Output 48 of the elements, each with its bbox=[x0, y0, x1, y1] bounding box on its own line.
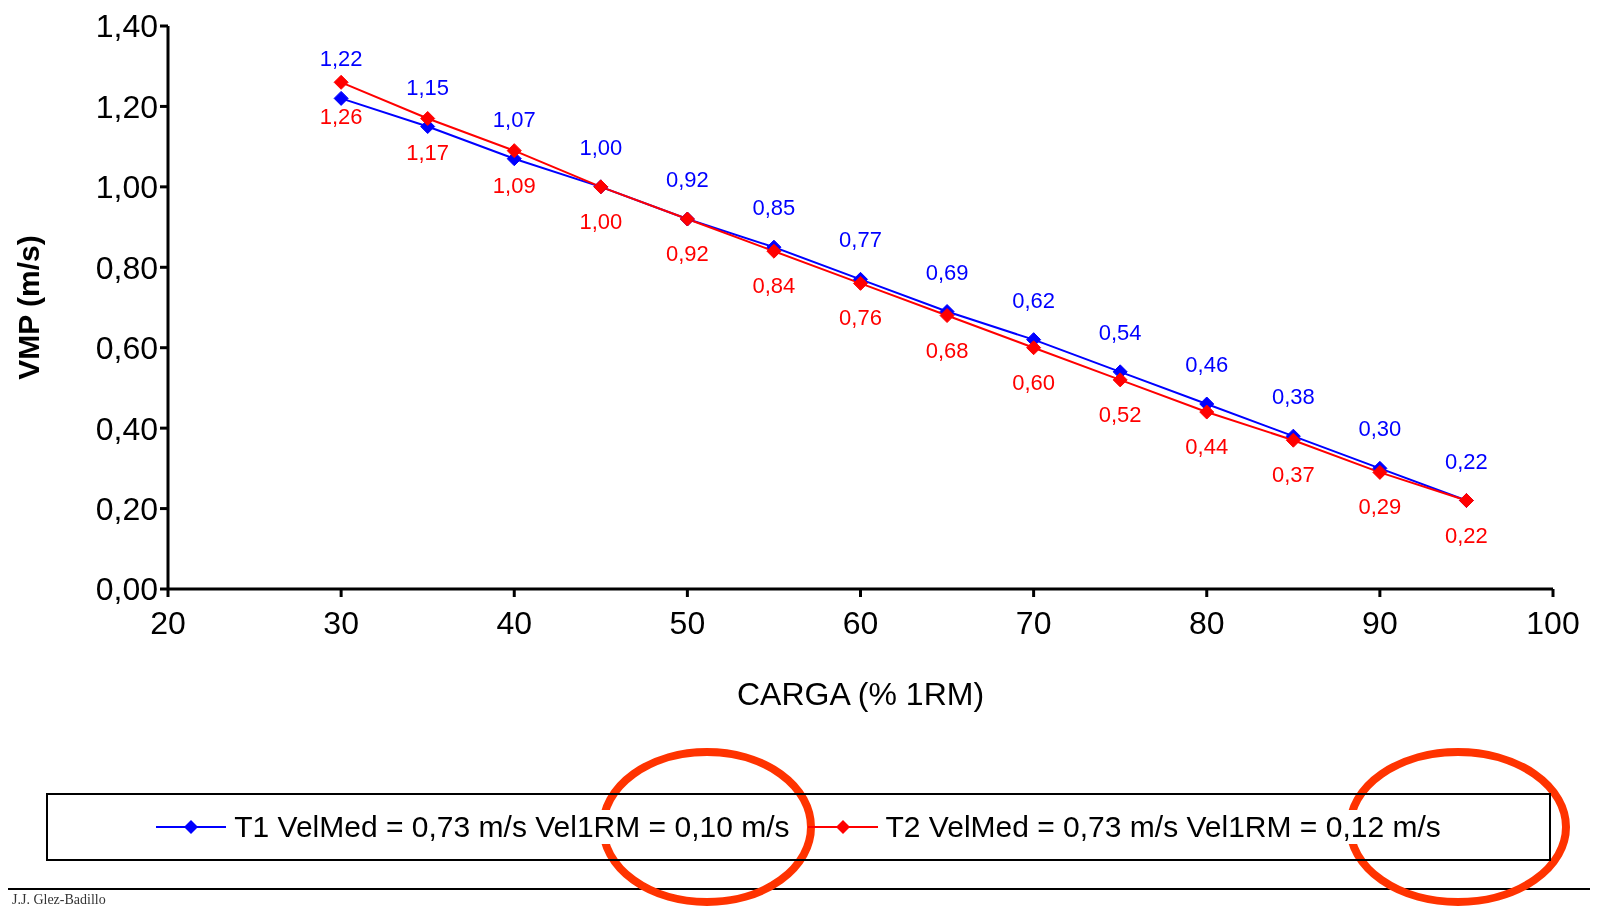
data-label: 1,22 bbox=[319, 46, 363, 72]
data-label: 0,44 bbox=[1185, 434, 1229, 460]
data-label: 1,09 bbox=[492, 172, 536, 198]
data-label: 0,92 bbox=[665, 241, 709, 267]
data-label: 0,68 bbox=[925, 337, 969, 363]
data-label: 0,62 bbox=[1012, 287, 1056, 313]
x-tick-label: 50 bbox=[669, 604, 706, 641]
y-tick-label: 0,80 bbox=[95, 249, 158, 286]
data-label: 0,22 bbox=[1445, 448, 1488, 474]
x-tick-label: 70 bbox=[1015, 604, 1052, 641]
legend-label: T2 VelMed = 0,73 m/s Vel1RM = 0,12 m/s bbox=[885, 810, 1441, 844]
data-label: 0,69 bbox=[925, 259, 969, 285]
y-tick-label: 0,20 bbox=[95, 490, 158, 527]
x-axis-title: CARGA (% 1RM) bbox=[735, 676, 986, 713]
x-tick-label: 30 bbox=[323, 604, 359, 641]
data-label: 1,15 bbox=[406, 74, 450, 100]
legend-label: T1 VelMed = 0,73 m/s Vel1RM = 0,10 m/s bbox=[234, 810, 790, 844]
data-label: 1,17 bbox=[406, 140, 450, 166]
data-label: 0,37 bbox=[1271, 462, 1315, 488]
data-label: 1,26 bbox=[319, 104, 363, 130]
data-label: 0,77 bbox=[839, 227, 882, 253]
data-label: 0,29 bbox=[1358, 494, 1402, 520]
data-label: 0,54 bbox=[1098, 319, 1142, 345]
data-label: 0,60 bbox=[1012, 369, 1056, 395]
x-tick-label: 60 bbox=[842, 604, 879, 641]
y-tick-label: 1,40 bbox=[95, 8, 158, 45]
data-label: 0,52 bbox=[1098, 401, 1142, 427]
text: J.J. Glez-Badillo bbox=[12, 892, 106, 908]
data-label: 1,00 bbox=[579, 134, 623, 160]
data-label: 0,46 bbox=[1185, 352, 1229, 378]
data-label: 0,38 bbox=[1271, 384, 1315, 410]
data-label: 0,85 bbox=[752, 195, 796, 221]
x-tick-label: 80 bbox=[1188, 604, 1225, 641]
x-tick-label: 100 bbox=[1526, 604, 1580, 641]
y-tick-label: 1,20 bbox=[95, 88, 158, 125]
y-axis-title: VMP (m/s) bbox=[11, 235, 45, 380]
y-tick-label: 0,40 bbox=[95, 410, 158, 447]
data-label: 0,84 bbox=[752, 273, 796, 299]
data-label: 0,92 bbox=[665, 167, 709, 193]
data-label: 0,76 bbox=[839, 305, 882, 331]
x-tick-label: 90 bbox=[1362, 604, 1398, 641]
x-tick-label: 40 bbox=[496, 604, 533, 641]
data-label: 0,22 bbox=[1445, 522, 1488, 548]
data-label: 1,00 bbox=[579, 208, 623, 234]
data-label: 1,07 bbox=[492, 106, 536, 132]
data-label: 0,30 bbox=[1358, 416, 1402, 442]
y-tick-label: 0,60 bbox=[95, 330, 158, 367]
y-tick-label: 1,00 bbox=[95, 169, 158, 206]
